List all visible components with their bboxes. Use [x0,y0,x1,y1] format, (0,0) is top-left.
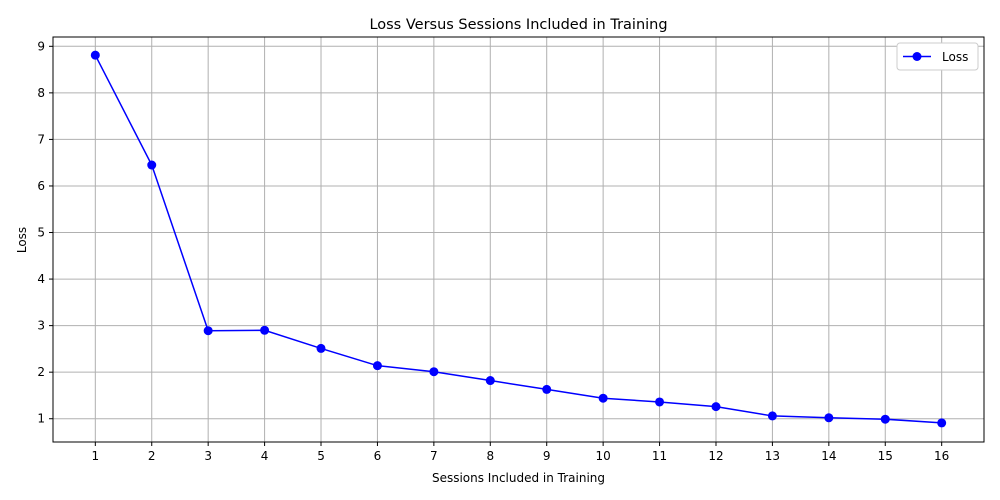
series-line [94,54,942,424]
x-tick-label: 4 [261,449,269,463]
y-tick-label: 7 [37,132,45,146]
x-axis-label: Sessions Included in Training [432,471,605,485]
x-tick-label: 9 [543,449,551,463]
x-tick-label: 7 [430,449,438,463]
data-point [937,418,947,428]
y-tick-label: 5 [37,226,45,240]
x-tick-label: 15 [878,449,893,463]
y-tick-label: 9 [37,39,45,53]
x-tick-label: 14 [821,449,836,463]
y-tick-label: 6 [37,179,45,193]
x-tick-label: 8 [486,449,494,463]
data-point [372,361,382,371]
legend-marker-sample [912,52,922,61]
data-point [711,402,721,412]
x-tick-label: 5 [317,449,325,463]
legend-label-loss: Loss [942,50,968,64]
y-tick-label: 1 [37,412,45,426]
y-tick-label: 3 [37,319,45,333]
x-tick-label: 6 [374,449,382,463]
x-tick-label: 2 [148,449,156,463]
series-loss [90,50,947,428]
y-tick-label: 4 [37,272,45,286]
data-point [542,384,552,394]
x-tick-label: 3 [204,449,212,463]
legend-box [896,42,979,71]
data-point [824,413,834,423]
data-point [485,376,495,386]
data-point [90,50,100,60]
data-point [316,343,326,353]
chart-title: Loss Versus Sessions Included in Trainin… [369,17,667,33]
x-tick-label: 11 [652,449,667,463]
x-tick-label: 13 [765,449,780,463]
x-tick-label: 10 [595,449,610,463]
y-tick-label: 8 [37,86,45,100]
data-point [880,414,890,424]
data-point [147,160,157,170]
y-tick-label: 2 [37,365,45,379]
x-tick-label: 12 [708,449,723,463]
grid [53,37,984,442]
data-point [655,397,665,407]
data-point [260,325,270,335]
legend: Loss [896,42,979,71]
x-axis-ticks: 1 2 3 4 5 6 7 8 9 10 11 12 13 14 15 16 [91,442,949,463]
y-axis-label: Loss [15,227,29,253]
data-point [203,326,213,336]
data-point [598,393,608,403]
x-tick-label: 1 [91,449,99,463]
x-tick-label: 16 [934,449,949,463]
plot-frame [52,36,985,443]
data-point [767,411,777,421]
data-point [429,367,439,377]
y-axis-ticks: 1 2 3 4 5 6 7 8 9 [37,39,53,426]
